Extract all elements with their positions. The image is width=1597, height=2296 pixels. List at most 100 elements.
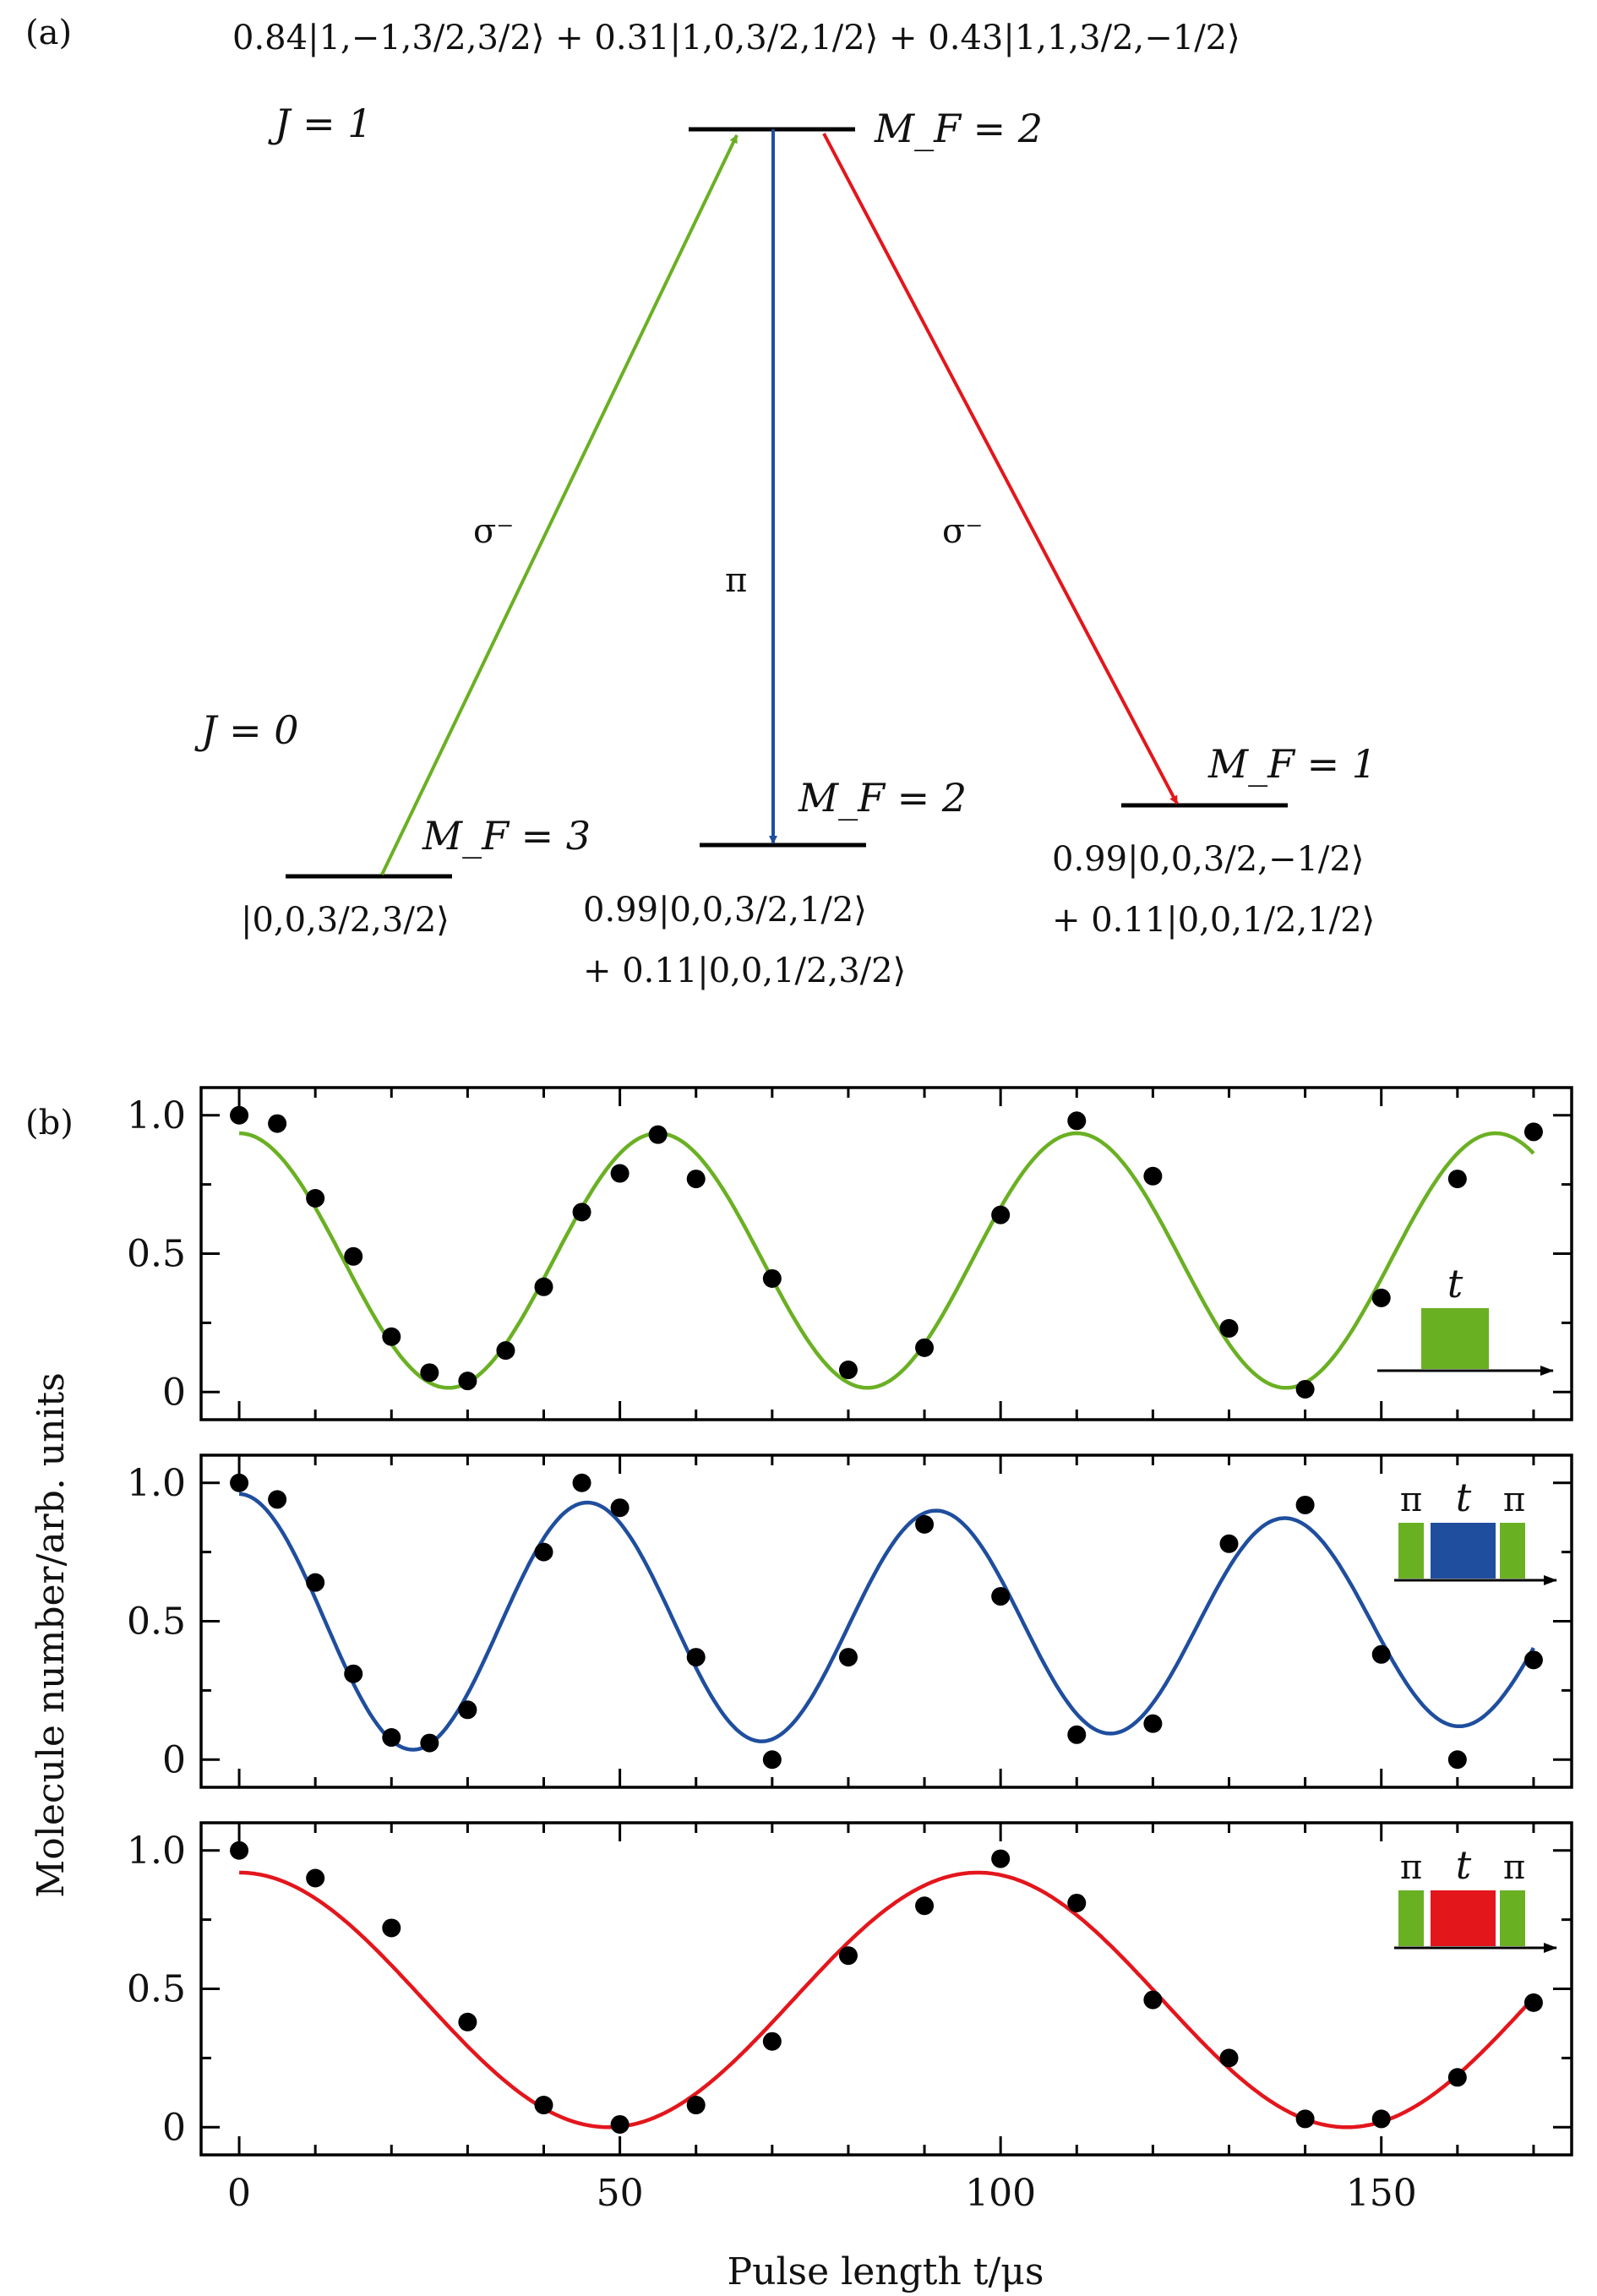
y-tick-label: 0.5	[127, 1233, 186, 1276]
data-point	[1219, 1318, 1239, 1338]
data-point	[610, 1498, 630, 1518]
level-mf2-state-line1: 0.99|0,0,3/2,1/2⟩	[583, 891, 867, 930]
data-point	[686, 1170, 706, 1189]
y-axis-label: Molecule number/arb. units	[30, 1372, 73, 1898]
data-point	[686, 1648, 706, 1667]
inset-t-label: t	[1456, 1475, 1472, 1520]
data-point	[915, 1338, 935, 1357]
data-point	[610, 2114, 630, 2134]
data-point	[1523, 1122, 1543, 1142]
inset-pulse-bar	[1500, 1523, 1525, 1579]
data-point	[915, 1896, 935, 1916]
chart-panel-2: 0 0.5 1.0 π t π	[127, 1453, 1573, 1789]
inset-pi-label: π	[1503, 1848, 1525, 1887]
data-point	[991, 1849, 1011, 1868]
data-point	[762, 2031, 782, 2051]
chart-panel-3: 0 0.5 1.0 0 50 100 150 π t π	[127, 1821, 1573, 2215]
data-point	[306, 1573, 325, 1592]
inset-pulse-bar	[1431, 1523, 1496, 1579]
excited-level-mf-label: M_F = 2	[874, 106, 1043, 151]
x-axis-label: Pulse length t/μs	[728, 2250, 1044, 2293]
y-tick-label: 0.5	[127, 1601, 186, 1644]
data-point	[344, 1664, 363, 1683]
green-transition-label: σ⁻	[473, 512, 514, 551]
level-mf1-state-line2: + 0.11|0,0,1/2,1/2⟩	[1052, 901, 1375, 940]
data-point	[306, 1868, 325, 1888]
data-point	[572, 1473, 591, 1492]
inset-pulse-bar	[1398, 1890, 1424, 1946]
data-point	[420, 1363, 439, 1383]
data-point	[458, 1700, 477, 1720]
data-point	[1523, 1993, 1543, 2012]
data-point	[534, 1542, 553, 1562]
fit-curve	[238, 1131, 1535, 1390]
y-tick-label: 0.5	[127, 1968, 186, 2011]
data-point	[268, 1490, 287, 1509]
x-tick-label: 0	[227, 2172, 251, 2215]
data-point	[382, 1327, 401, 1346]
data-point	[572, 1203, 591, 1222]
data-point	[534, 2096, 553, 2115]
fit-curve	[238, 1492, 1535, 1752]
plot-frame	[199, 1821, 1573, 2157]
level-mf2-state-line2: + 0.11|0,0,1/2,3/2⟩	[583, 952, 906, 990]
level-mf3-state: |0,0,3/2,3/2⟩	[241, 901, 450, 940]
data-point	[420, 1733, 439, 1753]
data-point	[1219, 2048, 1239, 2068]
data-point	[1447, 1750, 1467, 1770]
red-transition-label: σ⁻	[942, 512, 983, 551]
panel-b-rabi-plots: (b) Molecule number/arb. units Pulse len…	[25, 1086, 1573, 2293]
data-point	[458, 1372, 477, 1391]
j0-label: J = 0	[194, 707, 299, 753]
j1-label: J = 1	[268, 101, 373, 146]
level-mf3-label: M_F = 3	[422, 813, 591, 859]
inset-pulse-bar	[1398, 1523, 1424, 1579]
data-point	[1067, 1725, 1087, 1744]
data-point	[838, 1946, 858, 1966]
inset-pi-label: π	[1503, 1481, 1525, 1519]
y-tick-label: 0	[162, 2106, 186, 2149]
data-point	[915, 1514, 935, 1534]
data-point	[306, 1189, 325, 1208]
data-point	[991, 1587, 1011, 1606]
plot-frame	[199, 1453, 1573, 1789]
inset-pulse-bar	[1431, 1890, 1496, 1946]
data-point	[458, 2012, 477, 2031]
sigma-minus-transition-red	[822, 133, 1179, 804]
panel-a-label: (a)	[25, 14, 72, 52]
data-point	[1295, 1495, 1315, 1514]
x-tick-label: 100	[965, 2172, 1036, 2215]
data-point	[1447, 1170, 1467, 1189]
fit-curve	[238, 1870, 1535, 2130]
data-point	[1295, 1379, 1315, 1399]
data-point	[1371, 1288, 1391, 1307]
data-point	[1143, 1990, 1163, 2010]
y-tick-label: 0	[162, 1371, 186, 1414]
level-mf1-label: M_F = 1	[1207, 741, 1376, 787]
inset-pulse-bar	[1421, 1308, 1489, 1369]
data-point	[230, 1473, 249, 1492]
data-point	[762, 1268, 782, 1288]
sigma-minus-transition-green	[380, 134, 739, 875]
data-point	[991, 1205, 1011, 1224]
inset-t-label: t	[1447, 1261, 1463, 1306]
panel-a-level-diagram: (a) 0.84|1,−1,3/2,3/2⟩ + 0.31|1,0,3/2,1/…	[25, 14, 1376, 990]
x-tick-label: 150	[1346, 2172, 1417, 2215]
y-tick-label: 1.0	[127, 1462, 186, 1505]
data-point	[648, 1125, 668, 1144]
data-point	[1143, 1714, 1163, 1733]
inset-t-label: t	[1456, 1842, 1472, 1888]
plot-frame	[199, 1086, 1573, 1421]
data-point	[1067, 1111, 1087, 1131]
excited-state-composition: 0.84|1,−1,3/2,3/2⟩ + 0.31|1,0,3/2,1/2⟩ +…	[232, 19, 1240, 57]
inset-pi-label: π	[1400, 1481, 1422, 1519]
data-point	[838, 1648, 858, 1667]
chart-panel-1: 0 0.5 1.0 t	[127, 1086, 1573, 1421]
data-point	[534, 1277, 553, 1296]
y-tick-label: 0	[162, 1738, 186, 1781]
inset-pulse-bar	[1500, 1890, 1525, 1946]
